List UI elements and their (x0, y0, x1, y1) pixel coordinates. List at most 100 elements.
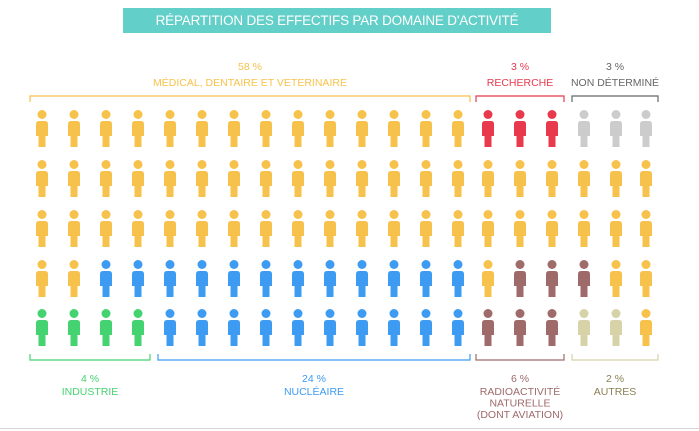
person-icon-nuclear (260, 260, 272, 297)
category-label-medical: MÉDICAL, DENTAIRE ET VETERINAIRE (153, 76, 347, 89)
category-label-natural-line-2: NATURELLE (489, 398, 550, 410)
person-icon-medical (452, 110, 464, 147)
person-icon-medical (132, 110, 144, 147)
person-icon-medical (100, 210, 112, 247)
person-icon-undetermined (640, 110, 652, 147)
person-icon-natural (546, 260, 558, 297)
person-icon-nuclear (132, 260, 144, 297)
person-icon-nuclear (164, 260, 176, 297)
value-label-industry: 4 % (81, 373, 99, 385)
person-icon-medical (100, 160, 112, 197)
person-icon-medical (420, 110, 432, 147)
person-icon-medical (610, 160, 622, 197)
category-label-undetermined: NON DÉTERMINÉ (571, 76, 659, 89)
person-icon-natural (482, 309, 494, 346)
person-icon-medical (132, 210, 144, 247)
person-icon-medical (324, 110, 336, 147)
person-icon-medical (68, 110, 80, 147)
person-icon-medical (420, 160, 432, 197)
person-icon-natural (546, 309, 558, 346)
person-icon-medical (292, 160, 304, 197)
person-icon-natural (578, 260, 590, 297)
person-icon-medical (164, 160, 176, 197)
person-icon-nuclear (228, 260, 240, 297)
person-icon-medical (640, 309, 652, 346)
person-icon-medical (324, 210, 336, 247)
category-label-natural-line-1: RADIOACTIVITÉ (480, 385, 561, 398)
person-icon-nuclear (388, 260, 400, 297)
person-icon-nuclear (292, 309, 304, 346)
person-icon-nuclear (356, 309, 368, 346)
person-icon-nuclear (196, 260, 208, 297)
person-icon-industry (100, 309, 112, 346)
bracket-nuclear (157, 354, 471, 361)
person-icon-medical (196, 160, 208, 197)
person-icon-research (482, 110, 494, 147)
bracket-undetermined (571, 95, 659, 102)
person-icon-medical (452, 210, 464, 247)
bracket-others (571, 354, 659, 361)
chart-title-banner: RÉPARTITION DES EFFECTIFS PAR DOMAINE D'… (123, 8, 551, 33)
person-icon-medical (36, 110, 48, 147)
person-icon-medical (640, 260, 652, 297)
person-icon-nuclear (292, 260, 304, 297)
person-icon-medical (514, 210, 526, 247)
person-icon-medical (388, 160, 400, 197)
person-icon-nuclear (452, 309, 464, 346)
person-icon-medical (132, 160, 144, 197)
person-icon-industry (68, 309, 80, 346)
person-icon-medical (546, 160, 558, 197)
person-icon-nuclear (100, 260, 112, 297)
person-icon-industry (36, 309, 48, 346)
person-icon-medical (68, 210, 80, 247)
person-icon-medical (640, 160, 652, 197)
person-icon-nuclear (164, 309, 176, 346)
person-icon-medical (260, 210, 272, 247)
person-icon-others (610, 309, 622, 346)
value-label-nuclear: 24 % (302, 373, 326, 385)
person-icon-medical (36, 210, 48, 247)
category-label-nuclear: NUCLÉAIRE (284, 385, 344, 398)
person-icon-medical (100, 110, 112, 147)
person-icon-medical (68, 160, 80, 197)
person-icon-medical (610, 210, 622, 247)
person-icon-industry (132, 309, 144, 346)
person-icon-others (578, 309, 590, 346)
bracket-natural (475, 354, 565, 361)
person-icon-medical (356, 210, 368, 247)
person-icon-medical (228, 210, 240, 247)
value-label-research: 3 % (511, 61, 529, 73)
person-icon-medical (68, 260, 80, 297)
person-icon-medical (36, 260, 48, 297)
value-label-medical: 58 % (238, 61, 262, 73)
person-icon-medical (260, 160, 272, 197)
person-icon-undetermined (610, 110, 622, 147)
category-label-industry: INDUSTRIE (62, 386, 119, 398)
person-icon-nuclear (260, 309, 272, 346)
person-icon-undetermined (578, 110, 590, 147)
person-icon-medical (578, 210, 590, 247)
person-icon-medical (452, 160, 464, 197)
person-icon-medical (228, 110, 240, 147)
person-icon-medical (578, 160, 590, 197)
bracket-research (475, 95, 565, 102)
person-icon-medical (388, 110, 400, 147)
category-label-others: AUTRES (594, 386, 637, 398)
person-icon-medical (36, 160, 48, 197)
value-label-others: 2 % (606, 373, 624, 385)
person-icon-nuclear (196, 309, 208, 346)
person-icon-medical (610, 260, 622, 297)
person-icon-research (514, 110, 526, 147)
person-icon-research (546, 110, 558, 147)
person-icon-medical (482, 210, 494, 247)
person-icon-nuclear (452, 260, 464, 297)
bracket-industry (29, 354, 151, 361)
person-icon-nuclear (420, 309, 432, 346)
person-icon-medical (164, 110, 176, 147)
person-icon-nuclear (356, 260, 368, 297)
person-icon-medical (196, 110, 208, 147)
person-icon-medical (546, 210, 558, 247)
value-label-undetermined: 3 % (606, 61, 624, 73)
chart-title: RÉPARTITION DES EFFECTIFS PAR DOMAINE D'… (155, 13, 519, 28)
